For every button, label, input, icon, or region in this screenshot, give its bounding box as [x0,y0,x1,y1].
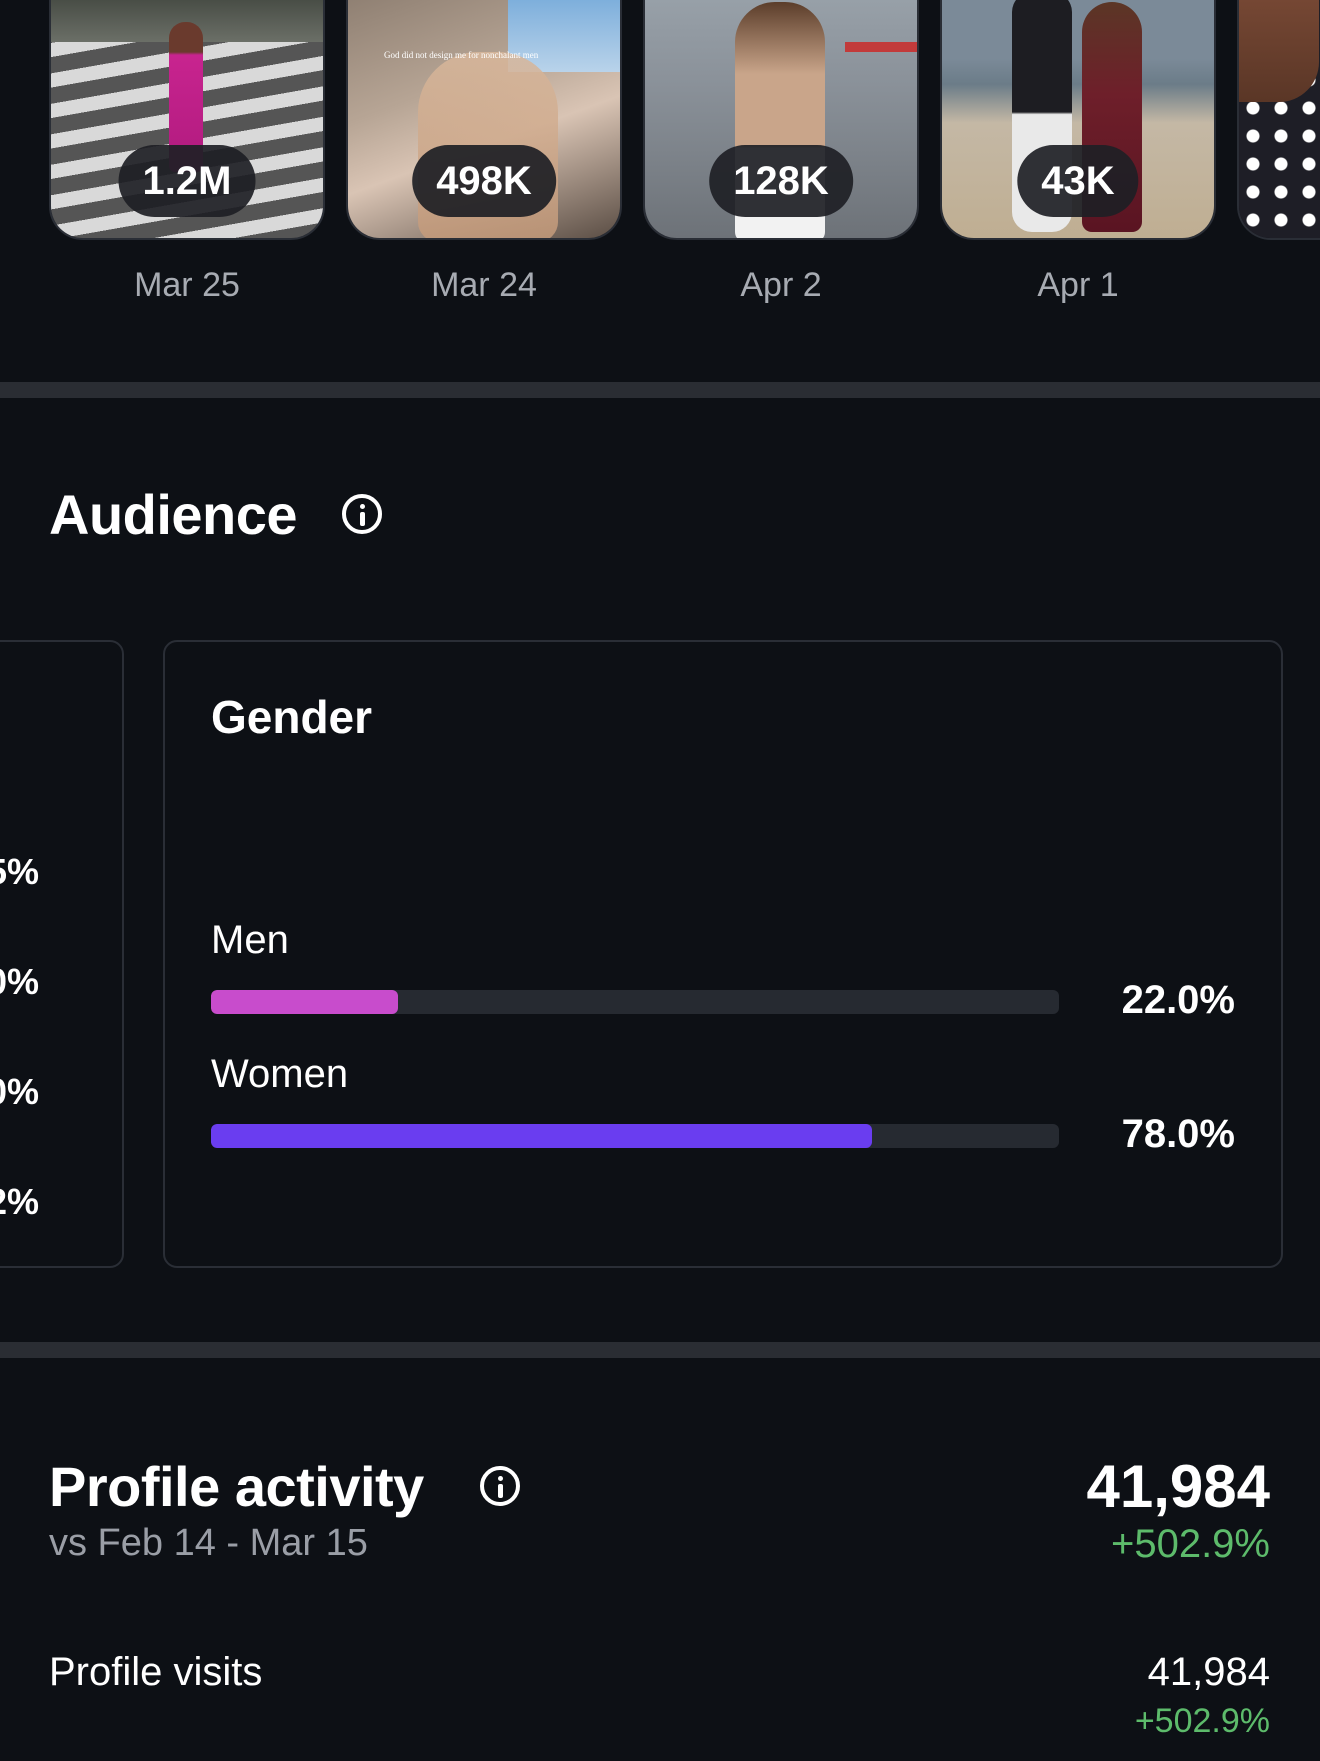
audience-title: Audience [49,483,298,546]
profile-visits-label: Profile visits [49,1650,263,1694]
gender-title: Gender [211,691,373,743]
video-date: Mar 24 [431,266,537,304]
profile-activity-change: +502.9% [1110,1522,1270,1566]
view-count-badge: 43K [1017,145,1139,217]
profile-activity-title: Profile activity [49,1455,424,1518]
section-divider [0,382,1320,398]
video-thumbnail [1239,0,1320,238]
video-card[interactable]: 1.2M [49,0,325,240]
men-bar-track [211,990,1059,1014]
partial-percent-value: .0% [0,1071,39,1112]
comparison-period: vs Feb 14 - Mar 15 [49,1522,368,1564]
partial-percent-value: .2% [0,1181,39,1222]
partial-card-values: .5% .0% .0% .2% [0,642,39,1270]
section-divider [0,1342,1320,1358]
view-count-badge: 498K [412,145,556,217]
video-card[interactable]: 43K [940,0,1216,240]
video-card[interactable]: God did not design me for nonchalant men… [346,0,622,240]
video-date: Mar 25 [134,266,240,304]
profile-activity-total: 41,984 [1086,1453,1270,1520]
profile-visits-change: +502.9% [1134,1702,1270,1740]
women-bar-fill [211,1124,873,1148]
partial-percent-value: .0% [0,961,39,1002]
men-percent: 22.0% [1121,978,1235,1022]
gender-card[interactable]: Gender Men 22.0% Women 78.0% [163,640,1283,1268]
men-bar-fill [211,990,398,1014]
partial-percent-value: .5% [0,851,39,892]
video-card[interactable]: 128K [643,0,919,240]
gender-label-men: Men [211,918,289,962]
profile-visits-value: 41,984 [1147,1650,1270,1694]
women-percent: 78.0% [1121,1112,1235,1156]
video-date: Apr 2 [740,266,822,304]
gender-label-women: Women [211,1052,349,1096]
info-icon[interactable] [342,494,382,534]
info-icon[interactable] [480,1466,520,1506]
video-caption-overlay: God did not design me for nonchalant men [384,50,539,60]
top-videos-strip[interactable]: 1.2M Mar 25 God did not design me for no… [0,0,1320,382]
audience-card-partial[interactable]: .5% .0% .0% .2% [0,640,124,1268]
video-date: Apr 1 [1037,266,1119,304]
view-count-badge: 1.2M [118,145,256,217]
view-count-badge: 128K [709,145,853,217]
video-card-partial[interactable] [1237,0,1320,240]
women-bar-track [211,1124,1059,1148]
